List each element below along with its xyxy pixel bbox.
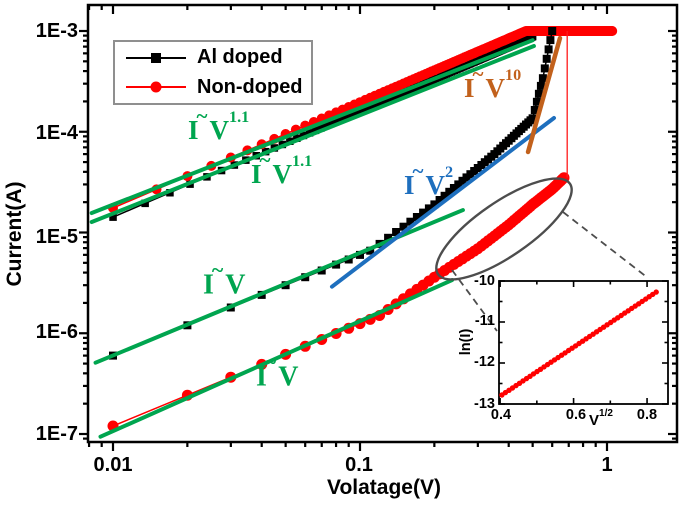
inset-y-tick-label--13: -13 — [474, 396, 495, 412]
annotation-i-v-black: I~V — [203, 257, 246, 301]
x-tick-label-0.1: 0.1 — [345, 454, 373, 476]
inset-y-tick-label--12: -12 — [474, 354, 495, 370]
inset-y-tick-label--11: -11 — [474, 313, 495, 329]
legend-item-non-doped: Non-doped — [115, 74, 311, 100]
callout-dashed-line — [562, 211, 649, 279]
x-axis-title: Volatage(V) — [327, 476, 441, 499]
x-tick-label-0.01: 0.01 — [93, 454, 133, 476]
axis-ticks — [79, 5, 677, 451]
y-tick-label-1e-6: 1E-6 — [35, 321, 78, 343]
highlight-ellipse — [435, 177, 573, 281]
legend-label-al-doped: Al doped — [197, 46, 283, 69]
x-tick-label-1: 1 — [601, 454, 613, 476]
inset-plot — [498, 280, 669, 405]
inset-x-tick-label-0.8: 0.8 — [636, 407, 658, 423]
y-tick-label-1e-7: 1E-7 — [35, 423, 78, 445]
y-tick-label-1e-4: 1E-4 — [35, 122, 78, 144]
y-tick-label-1e-3: 1E-3 — [35, 20, 78, 42]
inset-x-axis-title: V1/2 — [589, 407, 613, 430]
y-tick-label-1e-5: 1E-5 — [35, 226, 78, 248]
annotation-i-v1.1-lower: I~V1.1 — [251, 148, 313, 189]
inset-y-tick-label--10: -10 — [474, 273, 495, 289]
legend-label-non-doped: Non-doped — [197, 75, 303, 98]
annotation-i-v2: I~V2 — [404, 159, 454, 200]
axes-frame — [86, 3, 679, 444]
callout-dashed-line — [451, 269, 498, 332]
al-doped-line-marker-icon — [126, 52, 186, 63]
fit-lines — [89, 35, 563, 439]
legend: Al doped Non-doped — [113, 40, 313, 105]
annotation-i-v10: I~V10 — [464, 62, 522, 103]
non-doped-line-marker-icon — [126, 81, 186, 93]
annotation-i-v-red: I~V — [256, 349, 299, 393]
legend-item-al-doped: Al doped — [115, 45, 311, 71]
inset-x-tick-label-0.6: 0.6 — [565, 407, 587, 423]
inset-x-tick-label-0.4: 0.4 — [490, 407, 512, 423]
annotation-i-v1.1-upper: I~V1.1 — [188, 104, 250, 145]
